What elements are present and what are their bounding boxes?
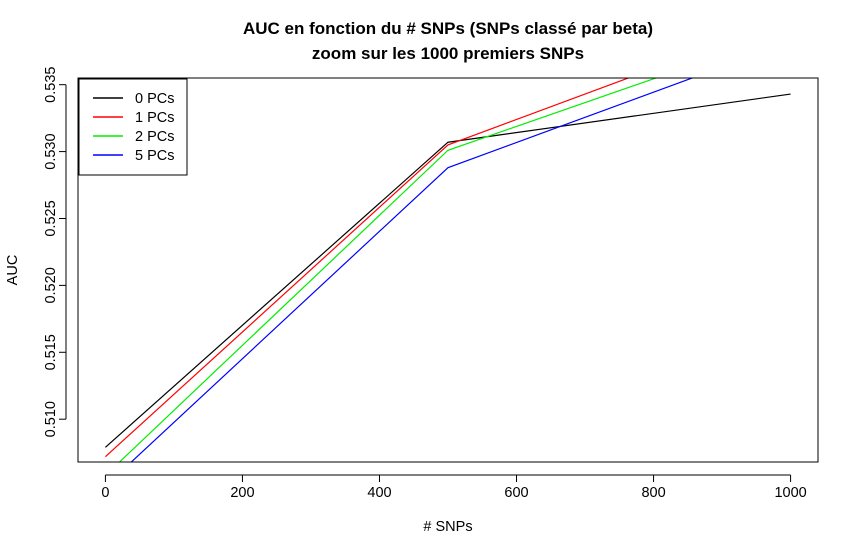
chart-subtitle: zoom sur les 1000 premiers SNPs (312, 44, 584, 63)
y-tick-label: 0.515 (43, 334, 59, 370)
plot-frame (77, 77, 819, 463)
y-tick-label: 0.510 (43, 401, 59, 437)
series-line-1 (105, 93, 791, 448)
series-line-4 (130, 78, 694, 462)
series-line-3 (118, 78, 658, 462)
legend-box (78, 78, 188, 176)
x-tick-label: 400 (367, 485, 391, 501)
x-axis-label: # SNPs (423, 519, 472, 535)
y-tick-label: 0.520 (43, 267, 59, 303)
y-tick-label: 0.535 (43, 67, 59, 103)
legend-label: 2 PCs (135, 129, 175, 145)
legend-label: 1 PCs (135, 110, 175, 126)
x-tick-label: 800 (641, 485, 665, 501)
legend: 0 PCs 1 PCs 2 PCs 5 PCs (78, 78, 188, 176)
y-tick-label: 0.530 (43, 133, 59, 169)
plot-area (105, 78, 791, 462)
x-tick-label: 0 (101, 485, 109, 501)
x-tick-label: 600 (504, 485, 528, 501)
x-tick-label: 1000 (774, 485, 806, 501)
x-tick-label: 200 (230, 485, 254, 501)
series-line-2 (105, 78, 631, 458)
y-axis: 0.510 0.515 0.520 0.525 0.530 0.535 (43, 67, 67, 437)
x-axis: 0 200 400 600 800 1000 (101, 474, 807, 501)
y-tick-label: 0.525 (43, 200, 59, 236)
chart-title: AUC en fonction du # SNPs (SNPs classé p… (243, 19, 653, 38)
legend-label: 0 PCs (135, 91, 175, 107)
legend-label: 5 PCs (135, 148, 175, 164)
y-axis-label: AUC (5, 255, 21, 286)
